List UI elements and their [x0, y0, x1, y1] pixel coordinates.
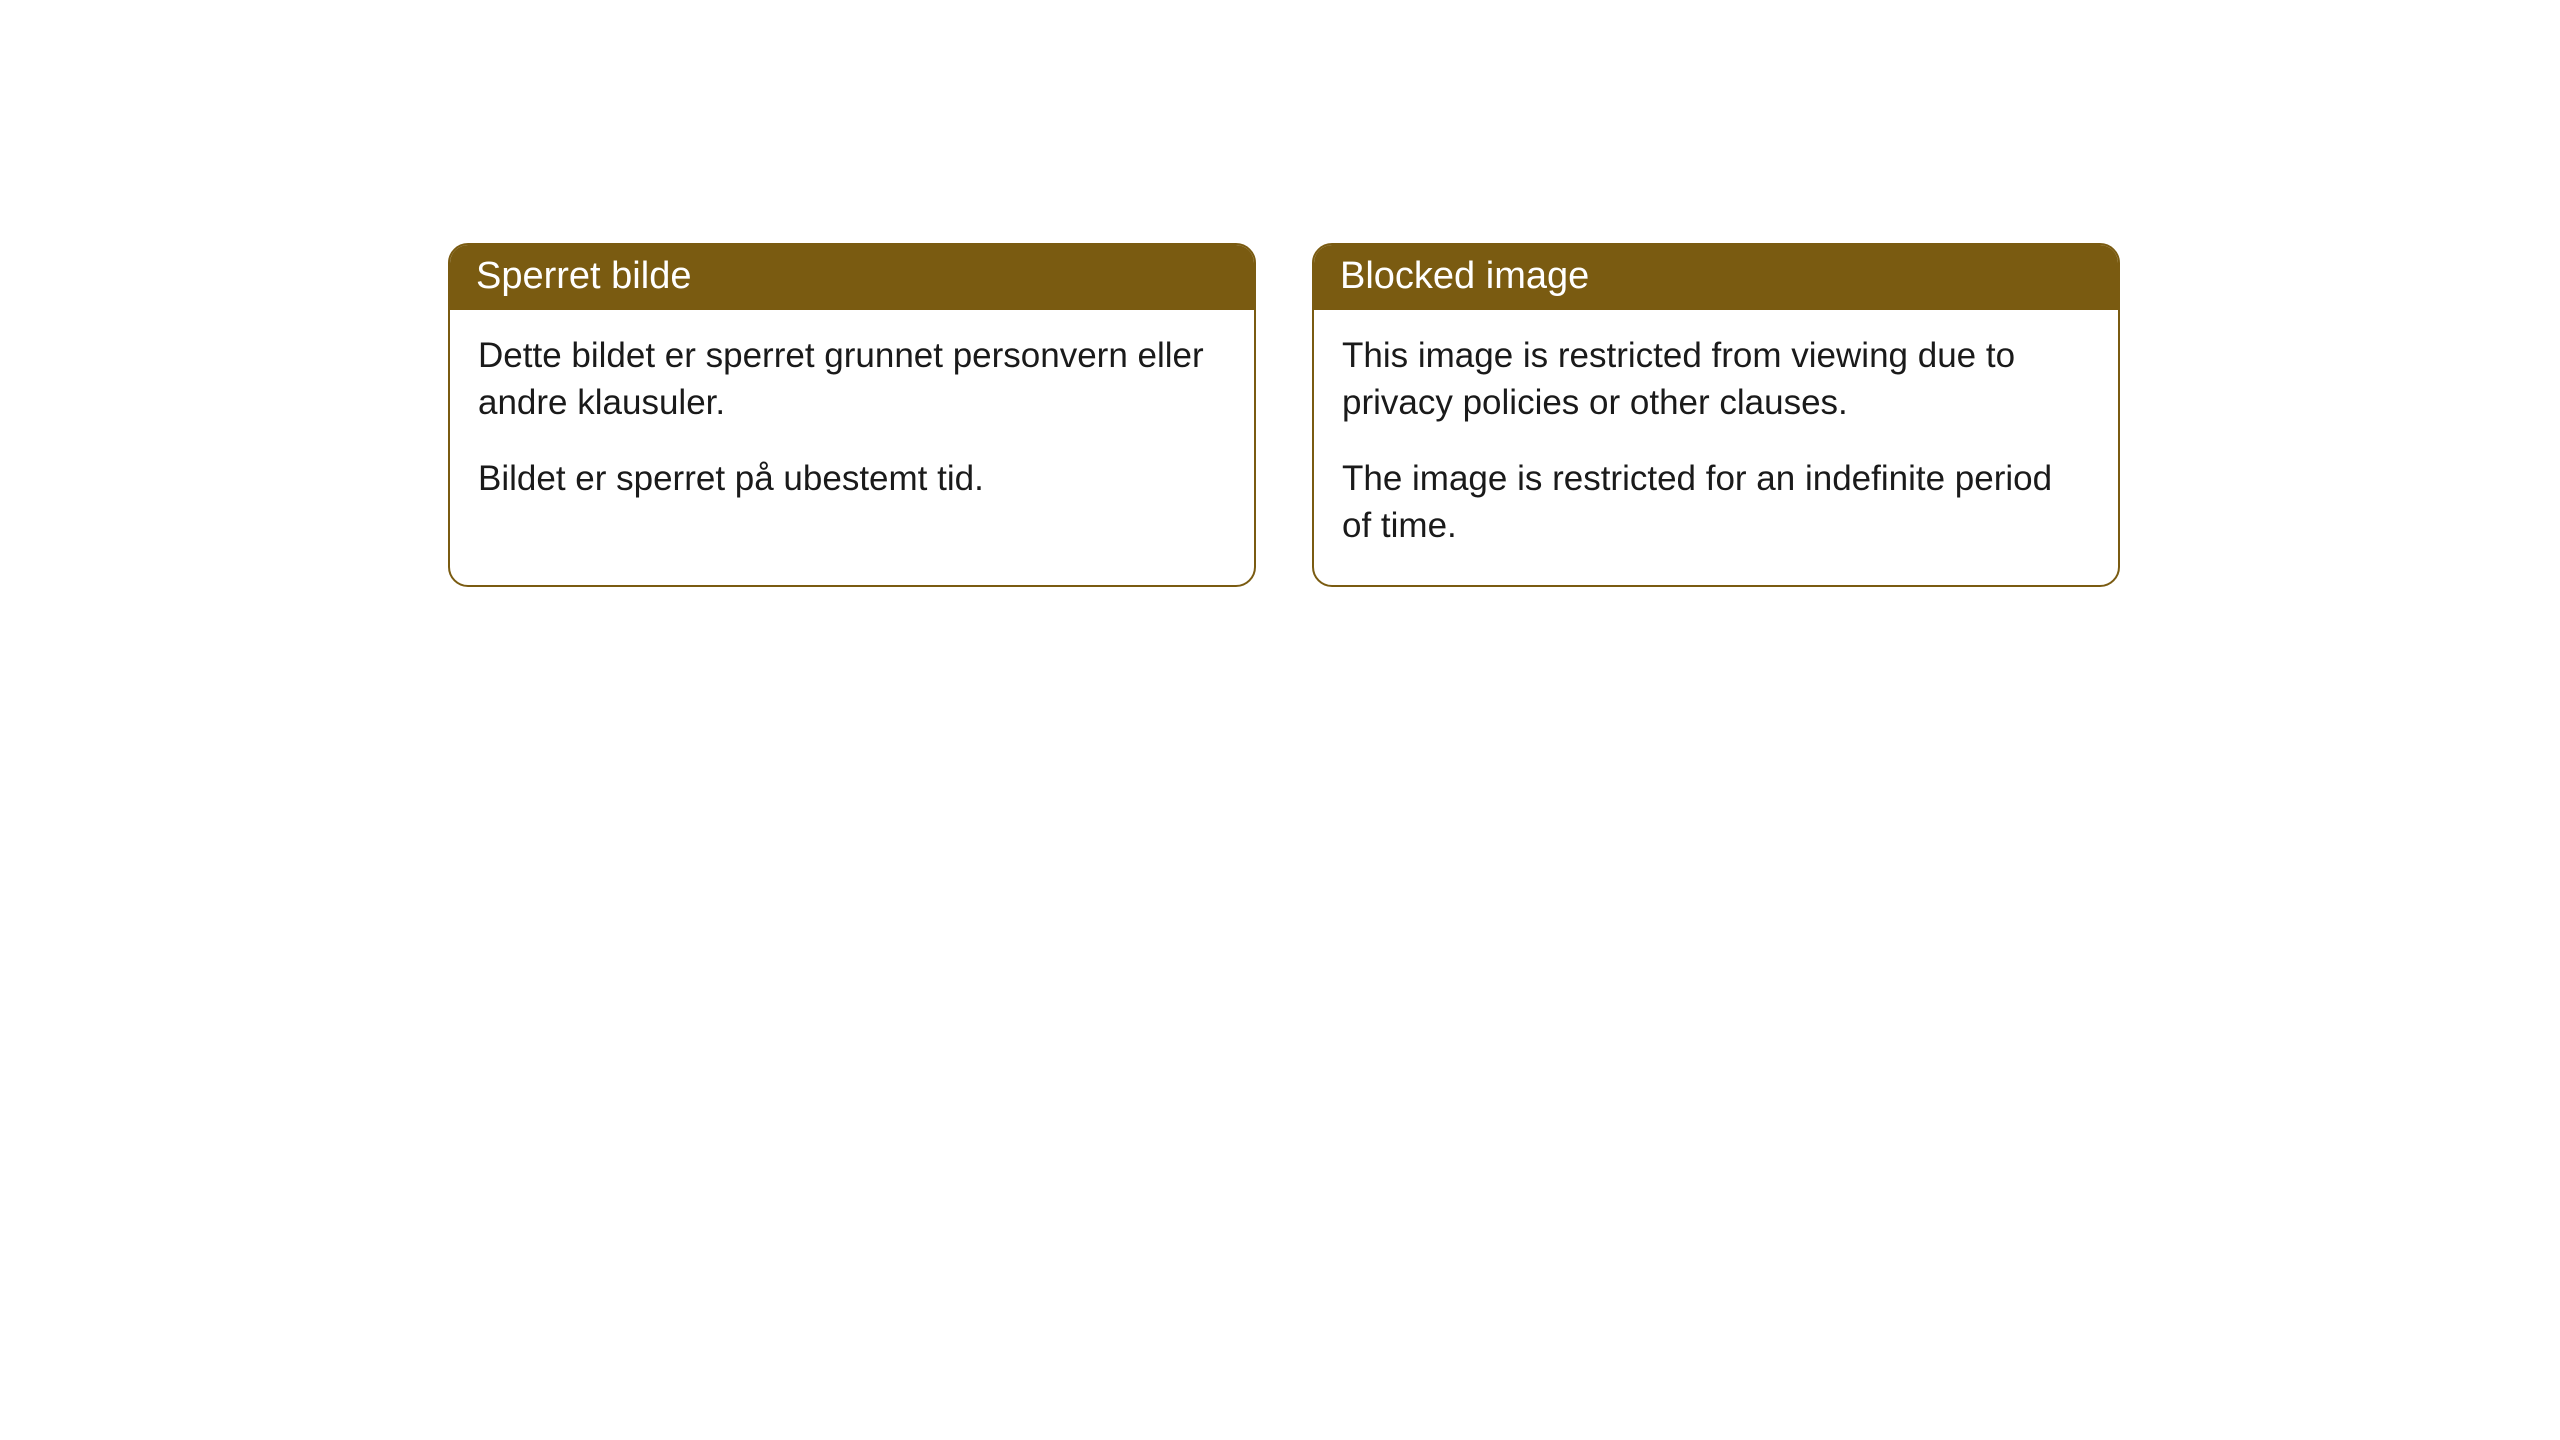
card-para1-english: This image is restricted from viewing du… — [1342, 332, 2090, 427]
card-body-english: This image is restricted from viewing du… — [1314, 310, 2118, 585]
notice-cards-container: Sperret bilde Dette bildet er sperret gr… — [448, 243, 2120, 587]
card-header-english: Blocked image — [1314, 245, 2118, 310]
notice-card-english: Blocked image This image is restricted f… — [1312, 243, 2120, 587]
card-para2-norwegian: Bildet er sperret på ubestemt tid. — [478, 455, 1226, 502]
card-para1-norwegian: Dette bildet er sperret grunnet personve… — [478, 332, 1226, 427]
notice-card-norwegian: Sperret bilde Dette bildet er sperret gr… — [448, 243, 1256, 587]
card-para2-english: The image is restricted for an indefinit… — [1342, 455, 2090, 550]
card-header-norwegian: Sperret bilde — [450, 245, 1254, 310]
card-body-norwegian: Dette bildet er sperret grunnet personve… — [450, 310, 1254, 538]
